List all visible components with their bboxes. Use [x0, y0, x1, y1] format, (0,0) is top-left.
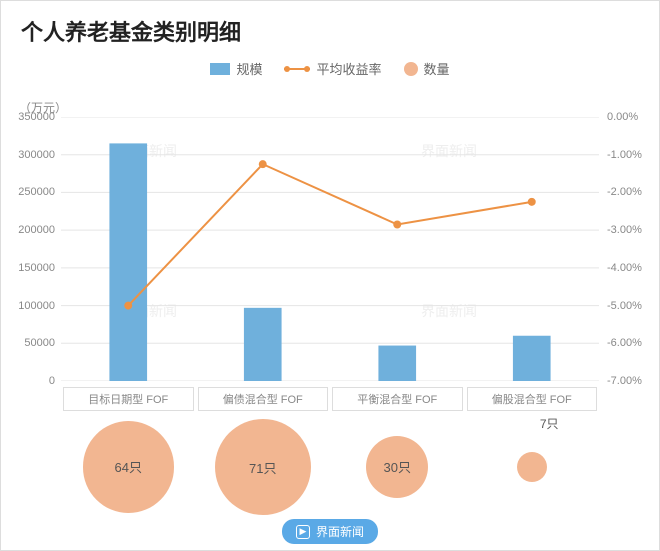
bubble-label: 7只 — [540, 415, 559, 432]
y-left-tick: 150000 — [0, 262, 55, 274]
legend-circle-label: 数量 — [424, 59, 450, 78]
legend: 规模 平均收益率 数量 — [1, 59, 659, 78]
y-left-axis: 0500001000001500002000002500003000003500… — [1, 117, 59, 381]
source-badge: ▶ 界面新闻 — [282, 519, 378, 544]
legend-bar-label: 规模 — [236, 59, 262, 78]
bubble-cell: 64只 — [61, 417, 196, 517]
legend-circle-swatch — [404, 62, 418, 76]
bubble-cell: 30只 — [330, 417, 465, 517]
source-badge-text: 界面新闻 — [316, 523, 364, 540]
legend-line: 平均收益率 — [284, 59, 381, 78]
y-right-tick: -2.00% — [607, 186, 660, 198]
y-left-tick: 250000 — [0, 186, 55, 198]
bubble-cell: 7只 — [465, 417, 600, 517]
chart-svg — [61, 117, 599, 381]
y-left-tick: 350000 — [0, 111, 55, 123]
legend-bar: 规模 — [210, 59, 262, 78]
count-bubble — [517, 452, 547, 482]
chart-plot-area — [61, 117, 599, 381]
play-icon: ▶ — [296, 525, 310, 539]
y-right-tick: -7.00% — [607, 375, 660, 387]
legend-circle: 数量 — [404, 59, 450, 78]
category-label: 目标日期型 FOF — [63, 387, 194, 411]
y-right-tick: -3.00% — [607, 224, 660, 236]
y-left-tick: 100000 — [0, 300, 55, 312]
count-bubble: 71只 — [215, 419, 311, 515]
legend-line-swatch — [284, 68, 310, 70]
legend-bar-swatch — [210, 63, 230, 75]
y-right-tick: 0.00% — [607, 111, 660, 123]
count-bubble: 64只 — [83, 421, 174, 512]
legend-line-label: 平均收益率 — [316, 59, 381, 78]
y-left-tick: 50000 — [0, 337, 55, 349]
category-labels-row: 目标日期型 FOF偏债混合型 FOF平衡混合型 FOF偏股混合型 FOF — [61, 387, 599, 411]
y-left-tick: 200000 — [0, 224, 55, 236]
chart-container: 界面新闻 界面新闻 界面新闻 界面新闻 个人养老基金类别明细 规模 平均收益率 … — [0, 0, 660, 551]
y-right-tick: -6.00% — [607, 337, 660, 349]
y-left-tick: 0 — [0, 375, 55, 387]
y-left-tick: 300000 — [0, 149, 55, 161]
chart-title: 个人养老基金类别明细 — [1, 1, 659, 57]
count-bubble: 30只 — [366, 436, 428, 498]
category-label: 平衡混合型 FOF — [332, 387, 463, 411]
y-right-tick: -1.00% — [607, 149, 660, 161]
category-label: 偏股混合型 FOF — [467, 387, 598, 411]
y-right-tick: -5.00% — [607, 300, 660, 312]
bubbles-row: 64只 71只 30只 7只 — [61, 417, 599, 517]
bubble-cell: 71只 — [196, 417, 331, 517]
y-right-tick: -4.00% — [607, 262, 660, 274]
y-right-axis: 0.00%-1.00%-2.00%-3.00%-4.00%-5.00%-6.00… — [603, 117, 659, 381]
category-label: 偏债混合型 FOF — [198, 387, 329, 411]
